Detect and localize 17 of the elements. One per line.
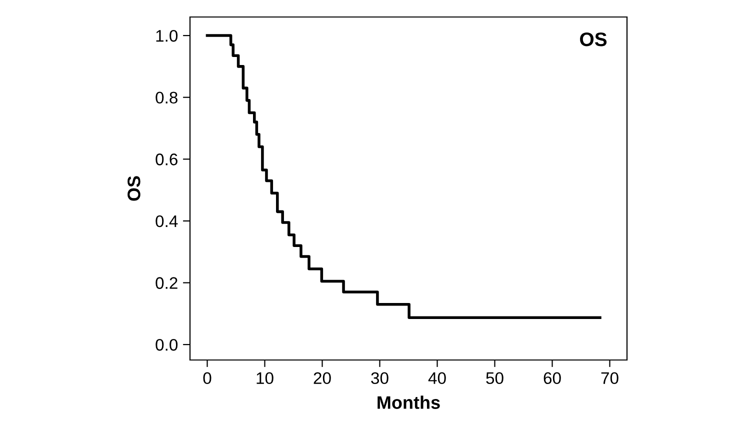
x-axis-title: Months [378, 396, 440, 409]
y-tick-label: 0.0 [156, 338, 178, 351]
x-tick-label: 50 [486, 372, 504, 384]
y-tick-label: 0.2 [156, 277, 178, 289]
y-tick-label: 0.8 [156, 92, 178, 104]
x-tick-label: 30 [371, 372, 388, 384]
y-tick-label: 0.6 [156, 154, 178, 166]
y-tick-label: 1.0 [156, 30, 178, 42]
y-axis-title: OS [128, 176, 140, 201]
x-tick-label: 10 [256, 372, 274, 384]
text: OS [580, 32, 607, 46]
x-tick-label: 60 [544, 372, 561, 384]
x-tick-label: 40 [428, 372, 446, 384]
x-tick-label: 0 [203, 372, 212, 384]
y-tick-label: 0.4 [156, 215, 178, 228]
x-tick-label: 70 [601, 372, 618, 384]
x-tick-label: 20 [314, 372, 331, 384]
